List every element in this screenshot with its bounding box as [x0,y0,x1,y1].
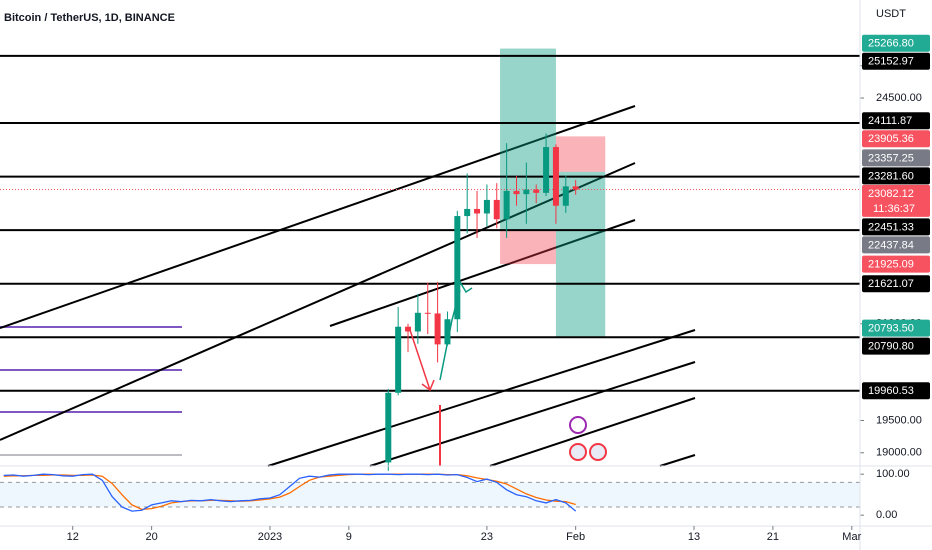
x-tick-label: Mar [842,531,861,543]
candle-body [543,147,550,193]
candle-body [454,216,461,320]
y-tick-label: 24500.00 [876,92,922,104]
x-tick-label: 23 [481,531,493,543]
price-label-box [862,382,930,400]
stop-zone [500,231,556,265]
channel-line [267,329,696,467]
channel-line [329,219,636,327]
y-tick-label: 19500.00 [876,414,922,426]
price-label-box [862,184,930,217]
channel-line [369,361,696,467]
price-label: 20790.80 [868,341,914,353]
channel-line [489,397,696,467]
price-label: 22451.33 [868,221,914,233]
candle-body [444,319,451,345]
price-label: 23905.36 [868,133,914,145]
channel-line [0,162,636,441]
price-label-box [862,167,930,185]
price-label-box [862,218,930,236]
candle-body [483,199,490,214]
arrow [421,379,435,392]
price-label-box [862,275,930,293]
candle-body [405,326,412,332]
countdown-label: 11:36:37 [873,203,915,215]
candle-body [523,189,530,195]
price-label-box [862,337,930,355]
candle-body [395,326,402,393]
stoch-k [3,473,577,512]
price-label-box [862,255,930,273]
arrow [439,289,461,381]
price-label-box [862,130,930,148]
x-tick-label: 20 [145,531,157,543]
y-tick-label: 0.00 [876,509,897,521]
event-icon [569,416,587,434]
candle-body [434,313,441,345]
currency-label: USDT [876,8,906,20]
candle-body [533,189,540,193]
candle-body [503,190,510,220]
price-label: 21925.09 [868,259,914,271]
stoch-d [3,473,576,511]
price-label: 21621.07 [868,278,914,290]
price-label-box [862,112,930,130]
price-label: 23082.12 [868,188,914,200]
price-label-box [862,52,930,70]
price-label: 23281.60 [868,170,914,182]
x-tick-label: 21 [767,531,779,543]
chart-title: Bitcoin / TetherUS, 1D, BINANCE [4,12,175,24]
candle-body [513,190,520,195]
x-tick-label: 2023 [258,531,282,543]
price-label: 24111.87 [868,115,912,127]
event-icon [569,443,587,461]
price-label: 19960.53 [868,385,914,397]
arrow [459,281,473,294]
candle-body [572,186,579,190]
price-label-box [862,319,930,337]
price-label: 25152.97 [868,56,914,68]
stoch-band [0,482,860,507]
stop-zone [555,136,606,172]
y-tick-label: 19000.00 [876,447,922,459]
candle-body [474,208,481,214]
x-tick-label: 9 [346,531,352,543]
candle-body [464,208,471,217]
candle-body [562,186,569,206]
channel-line [659,454,696,467]
arrow [409,329,431,391]
x-tick-label: Feb [566,531,585,543]
candle-body [414,312,421,332]
price-label-box [862,34,930,52]
candle-body [493,199,500,220]
candle-body [424,312,431,314]
x-tick-label: 12 [67,531,79,543]
event-icon [589,443,607,461]
candle-body [552,147,559,206]
price-label-box [862,149,930,167]
channel-line [0,105,636,329]
y-tick-label: 100.00 [876,468,910,480]
price-label: 20793.50 [868,323,914,335]
price-label: 25266.80 [868,38,914,50]
x-tick-label: 13 [688,531,700,543]
price-label: 23357.25 [868,152,914,164]
price-label-box [862,236,930,254]
candle-body [385,392,392,463]
price-label: 22437.84 [868,239,914,251]
